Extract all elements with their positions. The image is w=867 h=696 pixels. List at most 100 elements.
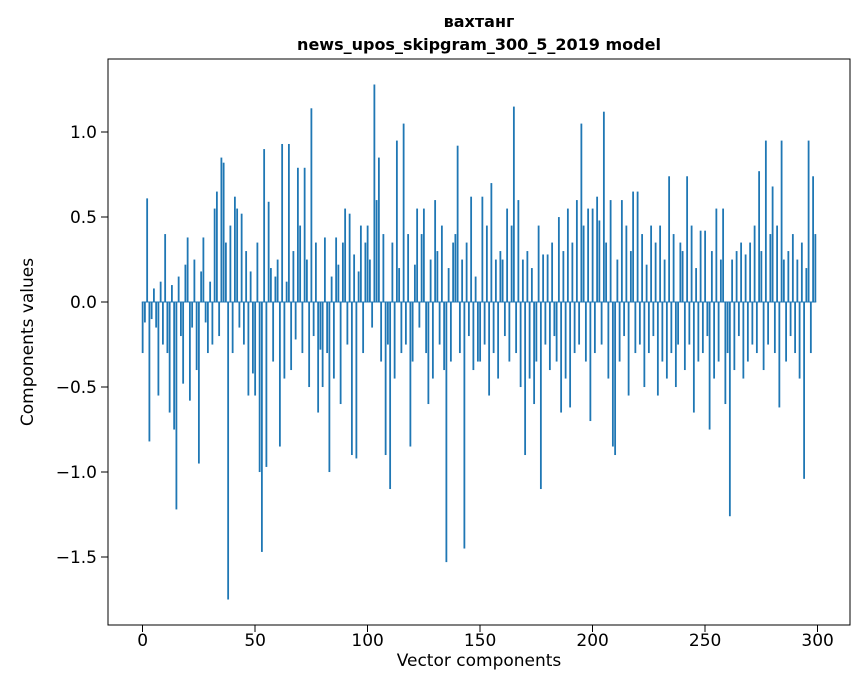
bar [600,302,603,345]
bar [398,268,401,303]
bar [593,302,596,354]
bar [638,302,641,345]
bar [465,242,468,303]
bar [672,234,675,303]
bar [195,302,198,371]
bar [623,302,626,337]
bar [380,302,383,362]
bar [634,302,637,354]
bar [211,302,214,345]
bar [809,302,812,354]
bar [710,251,713,303]
y-tick-label: −1.5 [56,548,97,568]
bar [726,302,729,354]
bar [472,302,475,371]
bar [224,242,227,303]
bar [375,200,378,303]
bar [461,259,464,303]
bar [551,242,554,303]
bar [609,200,612,303]
bar [456,145,459,303]
bar [731,259,734,303]
bar [467,302,470,337]
bar [157,302,160,396]
bar [353,254,356,303]
bar [591,208,594,303]
bar [175,302,178,510]
bar [209,281,212,303]
bar [665,302,668,379]
bar [236,208,239,303]
bar [197,302,200,464]
bar [292,251,295,303]
bar [413,264,416,303]
y-tick-label: 1.0 [70,123,97,143]
bar [722,208,725,303]
bar [251,302,254,374]
bar [141,302,144,354]
bar [762,302,765,371]
bar [272,302,275,362]
bar [440,225,443,303]
bar [238,302,241,328]
bar [206,302,209,354]
bar [180,302,182,337]
bar [294,302,297,340]
bar [488,302,491,396]
x-tick-label: 300 [801,631,833,651]
bar [166,302,169,354]
bar [618,302,621,362]
bar [580,123,583,303]
bar [171,285,173,303]
bar [164,234,167,303]
bar [213,208,216,303]
bar [159,281,162,303]
bar [391,242,394,303]
bar [200,271,203,303]
bar [177,276,180,303]
bar [796,259,799,303]
bar [312,302,315,337]
bar [341,242,344,303]
bar [454,234,457,303]
bar [447,268,450,303]
bar [146,198,149,303]
bar [431,302,434,379]
bar [276,259,279,303]
bar [512,106,515,303]
bar [521,259,524,303]
y-tick-label: 0.0 [70,293,97,313]
bar [443,302,446,371]
bar [481,196,484,303]
bar [416,208,419,303]
bar [629,251,632,303]
bar [805,268,808,303]
x-tick-label: 200 [576,631,608,651]
bar [645,264,648,303]
bar [247,302,250,396]
bar [767,302,770,345]
bar [614,302,617,456]
bar [555,302,558,362]
x-tick-label: 250 [689,631,721,651]
bar [429,259,432,303]
bar [789,302,792,337]
x-tick-label: 100 [351,631,383,651]
bar [764,140,767,303]
bar [708,302,711,430]
bar [296,167,299,303]
bar [449,302,452,362]
bar [760,251,763,303]
bar [654,242,657,303]
bar [620,200,623,303]
bar [670,302,673,354]
bar [560,302,563,413]
bar [321,302,324,388]
bar [220,157,223,303]
bar [384,302,387,456]
bar [188,302,191,401]
bar [697,302,700,362]
bar [278,302,281,447]
